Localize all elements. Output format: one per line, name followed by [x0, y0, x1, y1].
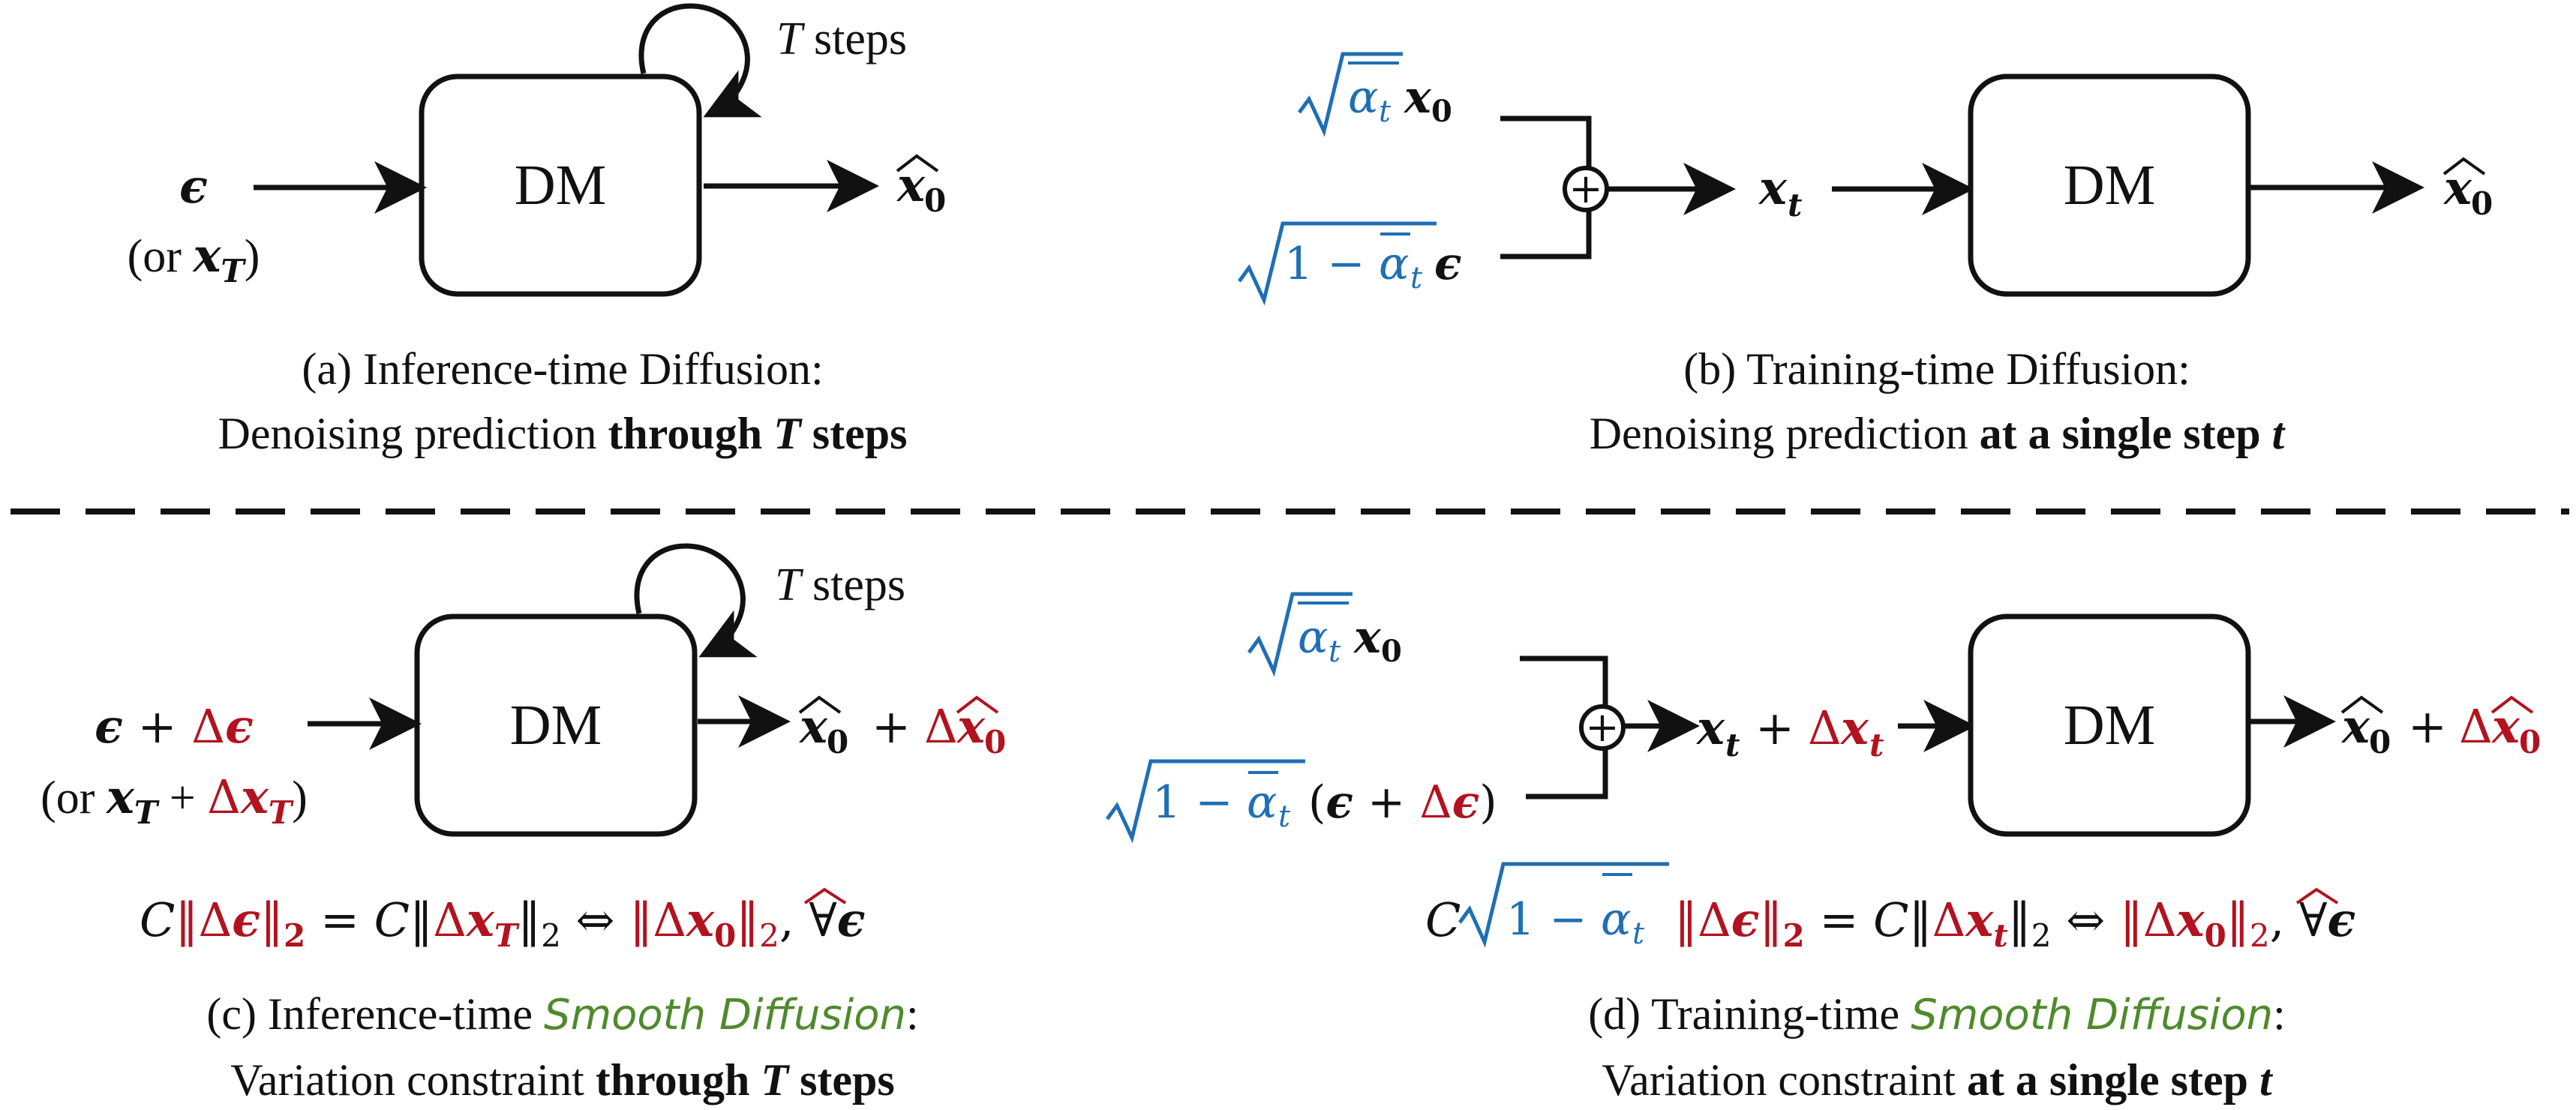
panel-a-loop-arrow: [638, 3, 762, 118]
panel-d-signal-term: α t x 0: [1247, 592, 1402, 677]
panel-b-sum-symbol: +: [1569, 165, 1602, 212]
panel-c: DM T steps ϵ + Δϵ (or xT + ΔxT) x 0 + Δ …: [41, 543, 1006, 1105]
panel-b-noise-line: [1500, 207, 1592, 260]
svg-text:t: t: [1278, 800, 1291, 834]
panel-b-dm-label: DM: [2064, 154, 2155, 217]
panel-d-caption-line1: (d) Training-time Smooth Diffusion:: [1588, 989, 2286, 1040]
panel-b-caption-line1: (b) Training-time Diffusion:: [1683, 344, 2190, 394]
svg-text:0: 0: [2369, 724, 2391, 760]
panel-a: DM T steps ϵ (or xT) x 0 (a) Inference-t…: [128, 3, 946, 458]
panel-c-output-label: x 0 + Δ x 0: [798, 695, 1006, 760]
svg-text:+: +: [872, 699, 911, 754]
svg-text:x: x: [2340, 699, 2370, 754]
panel-d-dm-block: [1968, 614, 2251, 837]
svg-text:(ϵ + Δϵ): (ϵ + Δϵ): [1308, 776, 1497, 829]
svg-text:‖Δϵ‖2 = C‖Δxt‖2 ⇔ ‖Δx0‖2, ∀ϵ: ‖Δϵ‖2 = C‖Δxt‖2 ⇔ ‖Δx0‖2, ∀ϵ: [1674, 892, 2355, 954]
svg-text:x: x: [1403, 71, 1432, 124]
svg-text:1 −: 1 −: [1284, 238, 1365, 290]
panel-c-loop-label: T steps: [775, 560, 905, 610]
svg-text:x: x: [1695, 700, 1725, 755]
svg-text:C: C: [1425, 892, 1461, 947]
panel-b-signal-term: α t x 0: [1297, 52, 1452, 137]
svg-text:t: t: [1410, 261, 1423, 296]
panel-b: α t x 0 1 − α t ϵ + x t DM x 0: [1237, 52, 2493, 458]
panel-d-dm-label: DM: [2064, 694, 2155, 757]
svg-text:+: +: [2408, 699, 2447, 754]
svg-text:t: t: [1329, 634, 1341, 669]
svg-text:x: x: [896, 158, 926, 212]
svg-text:0: 0: [2471, 185, 2493, 222]
svg-text:Δ: Δ: [924, 699, 958, 754]
panel-d-sum-symbol: +: [1585, 704, 1619, 751]
panel-a-input-alt: (or xT): [128, 228, 260, 290]
svg-text:t: t: [1788, 187, 1802, 224]
panel-c-caption-line1: (c) Inference-time Smooth Diffusion:: [206, 989, 918, 1040]
svg-text:1 −: 1 −: [1152, 776, 1233, 829]
panel-d-output-label: x 0 + Δ x 0: [2340, 695, 2541, 760]
panel-b-signal-line: [1500, 116, 1592, 170]
svg-text:0: 0: [1381, 634, 1402, 669]
svg-text:1 −: 1 −: [1506, 893, 1587, 946]
panel-b-mid-label: x t: [1758, 160, 1802, 224]
svg-text:0: 0: [1431, 94, 1452, 129]
panel-b-noise-term: 1 − α t ϵ: [1237, 221, 1462, 306]
panel-c-dm-label: DM: [510, 694, 602, 757]
svg-text:x: x: [798, 699, 828, 754]
svg-text:0: 0: [924, 182, 946, 219]
svg-text:α: α: [1348, 71, 1379, 124]
svg-text:x: x: [1353, 611, 1382, 664]
panel-b-output-label: x 0: [2442, 157, 2493, 222]
svg-text:t: t: [1379, 94, 1392, 129]
panel-b-dm-block: [1968, 74, 2251, 297]
panel-a-caption-line1: (a) Inference-time Diffusion:: [302, 344, 823, 394]
svg-text:x: x: [2490, 699, 2520, 754]
svg-text:x: x: [2442, 160, 2472, 215]
svg-text:0: 0: [827, 724, 848, 760]
panel-c-input-label: ϵ + Δϵ: [95, 699, 254, 754]
panel-b-caption-line2: Denoising prediction at a single step t: [1590, 409, 2286, 458]
svg-text:α: α: [1247, 776, 1277, 829]
svg-text:Δ: Δ: [2459, 699, 2493, 754]
panel-d-signal-line: [1520, 656, 1608, 708]
panel-a-dm-label: DM: [515, 154, 606, 217]
svg-text:α: α: [1298, 611, 1329, 664]
svg-text:ϵ: ϵ: [1434, 238, 1462, 290]
panel-d-noise-line: [1526, 747, 1608, 800]
panel-c-caption-line2: Variation constraint through T steps: [230, 1055, 895, 1105]
svg-text:x: x: [1839, 700, 1869, 755]
panel-d-equation: C 1 − α t ‖Δϵ‖2 = C‖Δxt‖2 ⇔ ‖Δx0‖2, ∀ϵ: [1425, 862, 2355, 954]
svg-text:x: x: [1758, 160, 1788, 215]
panel-d: α t x 0 1 − α t (ϵ + Δϵ) + x t + Δ x t D…: [1105, 592, 2541, 1105]
panel-c-loop-arrow: [634, 543, 758, 658]
svg-text:α: α: [1379, 238, 1410, 290]
panel-a-input-label: ϵ: [179, 159, 208, 214]
panel-c-input-alt: (or xT + ΔxT): [41, 770, 308, 831]
panel-d-mid-label: x t + Δ x t: [1695, 700, 1884, 764]
svg-text:0: 0: [984, 724, 1006, 760]
panel-d-noise-term: 1 − α t (ϵ + Δϵ): [1105, 759, 1497, 844]
svg-text:0: 0: [2519, 724, 2541, 760]
svg-text:Δ: Δ: [1808, 700, 1842, 755]
panel-a-loop-label: T steps: [776, 14, 907, 64]
panel-d-caption-line2: Variation constraint at a single step t: [1602, 1055, 2274, 1105]
panel-a-output-label: x 0: [896, 154, 946, 219]
svg-text:t: t: [1725, 727, 1740, 764]
svg-text:t: t: [1869, 727, 1884, 764]
panel-a-caption-line2: Denoising prediction through T steps: [218, 409, 908, 458]
svg-text:x: x: [956, 699, 986, 754]
svg-text:t: t: [1632, 916, 1645, 951]
svg-text:α: α: [1601, 893, 1632, 946]
svg-text:C‖Δϵ‖2 = C‖ΔxT‖2 ⇔ ‖Δx0‖2, ∀ϵ: C‖Δϵ‖2 = C‖ΔxT‖2 ⇔ ‖Δx0‖2, ∀ϵ: [140, 892, 866, 954]
panel-c-equation: C‖Δϵ‖2 = C‖ΔxT‖2 ⇔ ‖Δx0‖2, ∀ϵ: [140, 887, 866, 954]
svg-text:+: +: [1755, 700, 1794, 755]
